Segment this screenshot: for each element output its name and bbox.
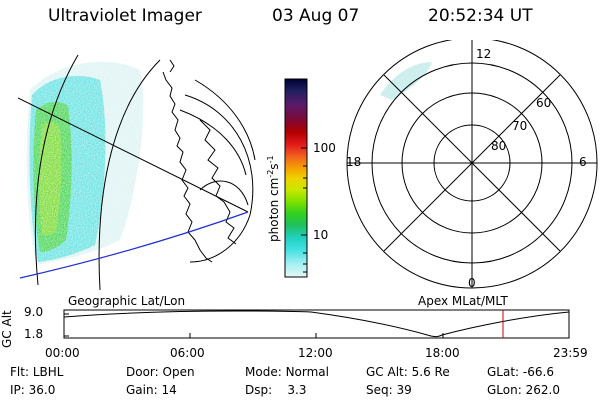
geographic-label: Geographic Lat/Lon: [68, 294, 186, 308]
polar-mlt-plot: [346, 40, 598, 289]
altitude-plot: [63, 309, 570, 339]
status-door: Door: Open: [126, 365, 195, 379]
latitude-arc-3: [199, 180, 249, 206]
terminator-line: [18, 97, 249, 213]
mlt-label-12: 12: [476, 47, 492, 61]
polar-aurora-patch: [380, 62, 432, 100]
altitude-tick-1-8: 1.8: [24, 327, 44, 341]
status-gain: Gain: 14: [126, 383, 177, 397]
apex-label: Apex MLat/MLT: [418, 294, 508, 308]
colorbar: [284, 78, 308, 278]
latitude-arc-2: [179, 109, 247, 176]
mlt-label-6: 6: [579, 155, 587, 169]
latitude-arc-1: [194, 79, 256, 161]
mlt-diagonal-2: [383, 74, 561, 252]
altitude-axis-title: GC Alt: [0, 310, 14, 348]
mlt-label-0: 0: [468, 276, 476, 290]
time-tick-0600: 06:00: [170, 346, 205, 360]
status-mode: Mode: Normal: [245, 365, 329, 379]
time-tick-1800: 18:00: [425, 346, 460, 360]
date-label: 03 Aug 07: [272, 6, 360, 26]
coastline: [162, 59, 237, 263]
colorbar-tick-10: 10: [313, 228, 329, 242]
time-tick-0000: 00:00: [45, 346, 80, 360]
status-ip: IP: 36.0: [10, 383, 56, 397]
instrument-title: Ultraviolet Imager: [48, 6, 202, 26]
mlat-label-70: 70: [512, 119, 528, 133]
status-flt: Flt: LBHL: [10, 365, 64, 379]
orbit-trace: [19, 211, 249, 279]
meridian-arc-1: [34, 54, 79, 286]
earth-limb-arc: [184, 94, 254, 263]
status-gc-alt: GC Alt: 5.6 Re: [366, 365, 450, 379]
mlat-label-60: 60: [536, 96, 552, 110]
meridian-arc-2: [98, 59, 161, 290]
time-tick-1200: 12:00: [298, 346, 333, 360]
time-tick-2359: 23:59: [553, 346, 588, 360]
status-glat: GLat: -66.6: [487, 365, 554, 379]
geographic-map-panel: [18, 40, 256, 290]
colorbar-tick-100: 100: [313, 141, 336, 155]
colorbar-unit-label: photon cm-2s-1: [266, 155, 281, 242]
status-seq: Seq: 39: [366, 383, 412, 397]
status-dsp: Dsp: 3.3: [245, 383, 307, 397]
mlat-label-80: 80: [491, 139, 507, 153]
mlt-label-18: 18: [346, 155, 362, 169]
time-label: 20:52:34 UT: [428, 6, 533, 26]
status-glon: GLon: 262.0: [487, 383, 560, 397]
altitude-tick-9: 9.0: [24, 305, 44, 319]
altitude-curve: [63, 310, 570, 338]
